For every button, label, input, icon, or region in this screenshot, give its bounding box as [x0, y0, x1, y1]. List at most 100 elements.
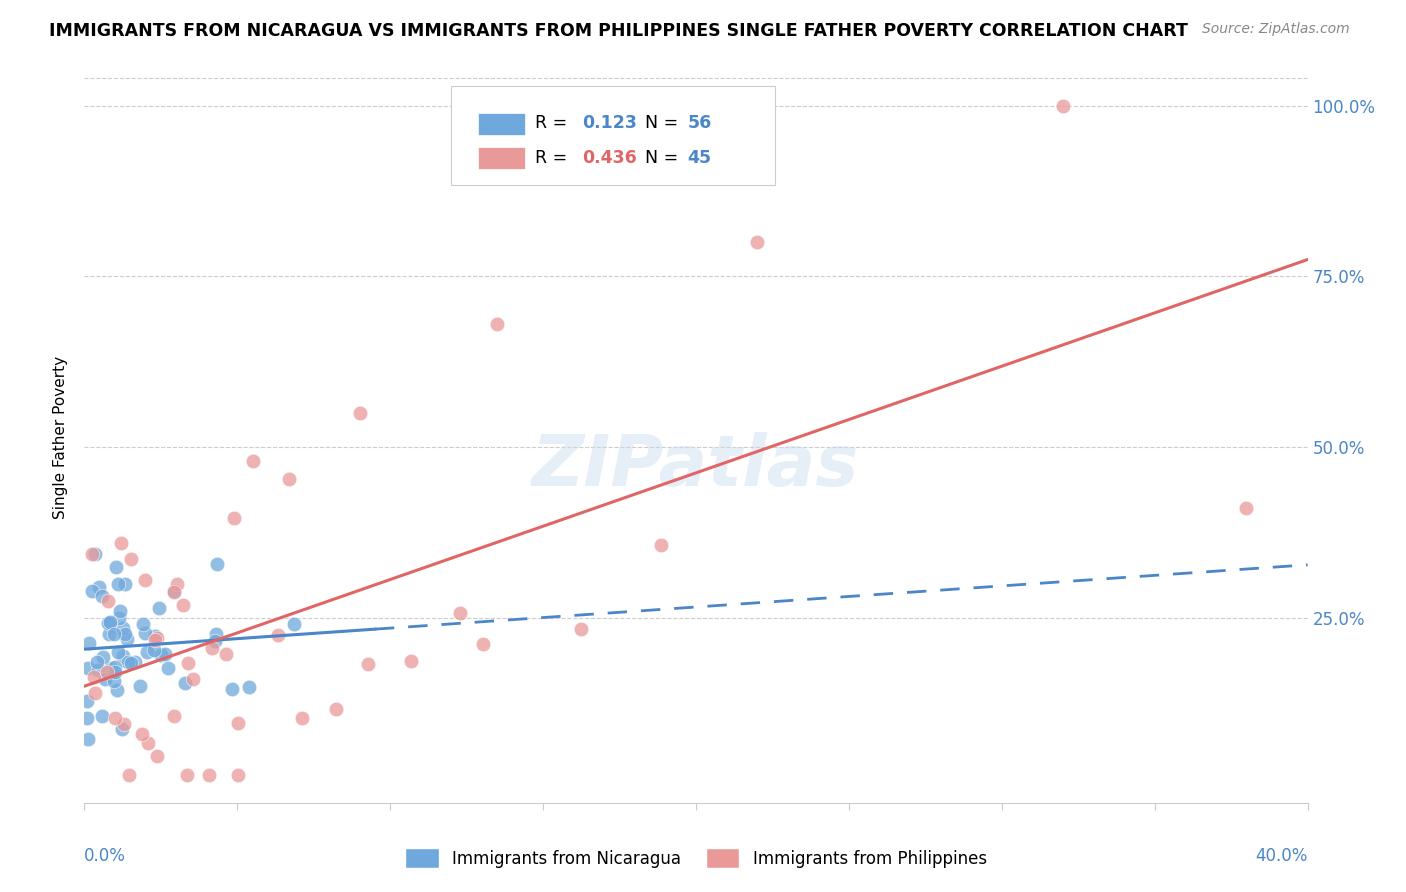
Point — [108, 611, 131, 625]
Text: R =: R = — [534, 114, 572, 132]
Point — [117, 655, 139, 669]
Point — [177, 656, 200, 670]
Point — [278, 472, 301, 486]
Point — [97, 615, 120, 630]
Point — [100, 661, 122, 675]
Point — [90, 709, 112, 723]
Bar — [478, 147, 524, 169]
Point — [134, 626, 156, 640]
Point — [205, 627, 228, 641]
Point — [163, 585, 186, 599]
Point — [114, 576, 136, 591]
Point — [107, 683, 129, 698]
Point — [134, 573, 156, 587]
Point — [86, 655, 108, 669]
Point — [401, 654, 423, 668]
Text: Source: ZipAtlas.com: Source: ZipAtlas.com — [1202, 22, 1350, 37]
Point — [118, 768, 141, 782]
Point — [267, 628, 290, 642]
Point — [96, 665, 118, 680]
Point — [84, 686, 107, 700]
Point — [94, 672, 117, 686]
Point — [349, 406, 371, 420]
Point — [82, 583, 104, 598]
Point — [132, 616, 155, 631]
Point — [103, 627, 125, 641]
Point — [77, 661, 100, 675]
Point — [112, 717, 135, 731]
Text: 40.0%: 40.0% — [1256, 847, 1308, 864]
Point — [146, 631, 169, 645]
Point — [1236, 501, 1258, 516]
Text: R =: R = — [534, 149, 572, 167]
Point — [1052, 98, 1074, 112]
Point — [131, 727, 153, 741]
Point — [238, 680, 260, 694]
Text: 0.0%: 0.0% — [84, 847, 127, 864]
Point — [205, 557, 228, 571]
Point — [197, 768, 219, 782]
Point — [181, 672, 204, 686]
Point — [747, 235, 769, 250]
Point — [215, 647, 238, 661]
Bar — [478, 113, 524, 135]
Point — [173, 676, 195, 690]
Point — [114, 626, 136, 640]
Point — [143, 632, 166, 647]
Point — [83, 670, 105, 684]
Text: 0.436: 0.436 — [582, 149, 637, 167]
Point — [77, 636, 100, 650]
Text: ZIPatlas: ZIPatlas — [533, 432, 859, 500]
Point — [201, 640, 224, 655]
Point — [104, 711, 127, 725]
Text: 0.123: 0.123 — [582, 114, 637, 132]
Legend: Immigrants from Nicaragua, Immigrants from Philippines: Immigrants from Nicaragua, Immigrants fr… — [405, 848, 987, 868]
Point — [111, 621, 134, 635]
Point — [103, 659, 125, 673]
Point — [162, 708, 184, 723]
Point — [224, 511, 246, 525]
Point — [97, 594, 120, 608]
Point — [156, 661, 179, 675]
Point — [357, 657, 380, 672]
Point — [221, 682, 243, 697]
Point — [166, 577, 188, 591]
Point — [103, 674, 125, 689]
Point — [91, 650, 114, 665]
Point — [226, 715, 249, 730]
Point — [569, 623, 592, 637]
Point — [107, 644, 129, 658]
Point — [98, 616, 121, 631]
Point — [204, 634, 226, 648]
Point — [110, 535, 132, 549]
Point — [111, 649, 134, 664]
Text: N =: N = — [644, 149, 683, 167]
Point — [143, 642, 166, 657]
Point — [143, 629, 166, 643]
Point — [105, 560, 128, 574]
Point — [86, 664, 108, 678]
Point — [107, 576, 129, 591]
Point — [176, 768, 198, 782]
Point — [242, 454, 264, 468]
Point — [77, 731, 100, 746]
Text: N =: N = — [644, 114, 683, 132]
Point — [84, 547, 107, 561]
Point — [82, 547, 104, 561]
Point — [128, 679, 150, 693]
Point — [91, 589, 114, 603]
Point — [449, 607, 471, 621]
Point — [291, 711, 314, 725]
Point — [472, 638, 495, 652]
Point — [149, 648, 172, 662]
Text: IMMIGRANTS FROM NICARAGUA VS IMMIGRANTS FROM PHILIPPINES SINGLE FATHER POVERTY C: IMMIGRANTS FROM NICARAGUA VS IMMIGRANTS … — [49, 22, 1188, 40]
Point — [145, 749, 167, 764]
Point — [120, 552, 142, 566]
Point — [108, 604, 131, 618]
Point — [172, 598, 194, 612]
Point — [98, 626, 121, 640]
Point — [163, 584, 186, 599]
Point — [136, 644, 159, 658]
Point — [76, 711, 98, 725]
Point — [115, 632, 138, 646]
